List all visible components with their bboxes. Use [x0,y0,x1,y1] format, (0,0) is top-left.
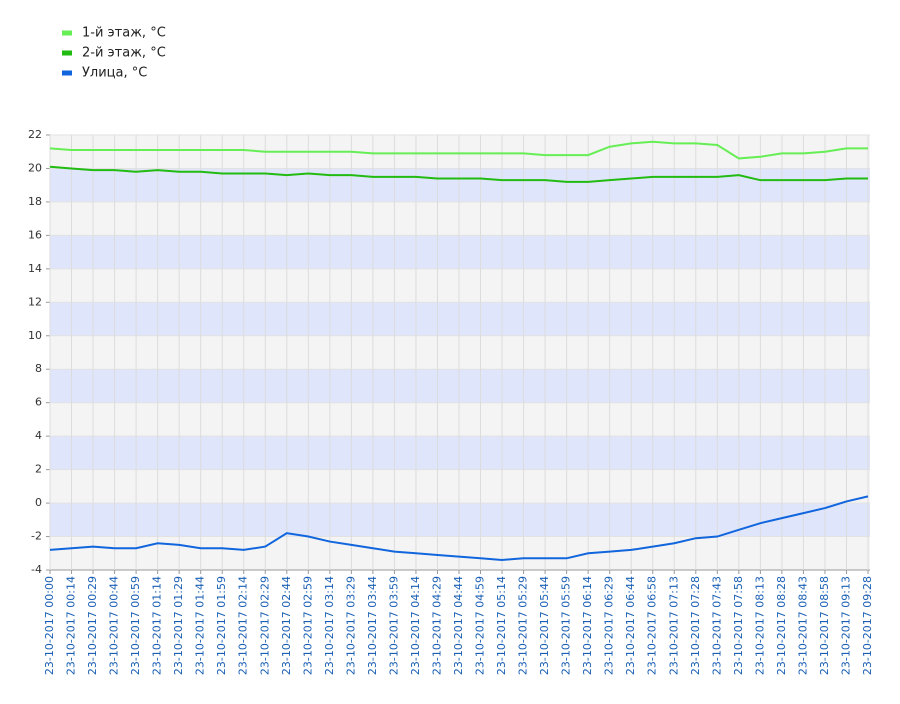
y-tick-label: -4 [31,563,42,576]
band [50,201,870,236]
x-tick-label: 23-10-2017 04:44 [452,576,465,675]
band [50,135,870,169]
band [50,168,870,202]
x-tick-label: 23-10-2017 00:00 [43,576,56,675]
x-tick-label: 23-10-2017 03:44 [366,576,379,675]
x-tick-label: 23-10-2017 07:28 [689,576,702,675]
y-tick-label: 14 [28,262,42,275]
x-tick-label: 23-10-2017 07:43 [710,576,723,675]
band [50,536,870,570]
y-tick-label: -2 [31,530,42,543]
y-tick-label: 2 [35,463,42,476]
x-tick-label: 23-10-2017 07:13 [667,576,680,675]
y-tick-label: 12 [28,295,42,308]
y-tick-label: 4 [35,429,42,442]
x-tick-label: 23-10-2017 04:29 [430,576,443,675]
legend-label: Улица, °C [82,66,147,81]
x-tick-label: 23-10-2017 02:59 [301,576,314,675]
legend-label: 2-й этаж, °C [82,46,166,61]
x-tick-label: 23-10-2017 08:58 [818,576,831,675]
x-tick-label: 23-10-2017 07:58 [732,576,745,675]
band [50,436,870,470]
x-tick-label: 23-10-2017 06:29 [603,576,616,675]
band [50,369,870,403]
band [50,335,870,370]
y-tick-label: 16 [28,228,42,241]
x-tick-label: 23-10-2017 01:44 [194,576,207,675]
y-tick-label: 10 [28,329,42,342]
band [50,235,870,269]
x-tick-label: 23-10-2017 06:44 [624,576,637,675]
x-tick-label: 23-10-2017 08:28 [775,576,788,675]
y-tick-label: 0 [35,496,42,509]
x-tick-label: 23-10-2017 01:29 [172,576,185,675]
x-tick-label: 23-10-2017 05:59 [560,576,573,675]
x-tick-label: 23-10-2017 02:14 [237,576,250,675]
x-tick-label: 23-10-2017 04:59 [474,576,487,675]
legend-label: 1-й этаж, °C [82,26,166,41]
series-line [49,495,869,561]
x-tick-label: 23-10-2017 00:44 [108,576,121,675]
x-tick-label: 23-10-2017 03:59 [387,576,400,675]
legend: 1-й этаж, °C 2-й этаж, °C Улица, °C [62,26,166,81]
y-tick-label: 8 [35,362,42,375]
x-tick-label: 23-10-2017 09:28 [861,576,874,675]
band [50,302,870,336]
x-tick-label: 23-10-2017 01:59 [215,576,228,675]
x-tick-label: 23-10-2017 02:44 [280,576,293,675]
x-tick-label: 23-10-2017 05:29 [517,576,530,675]
series-line [49,165,868,183]
x-tick-label: 23-10-2017 04:14 [409,576,422,675]
band [50,503,870,537]
x-tick-label: 23-10-2017 02:29 [258,576,271,675]
band [50,268,870,303]
x-tick-label: 23-10-2017 03:14 [323,576,336,675]
x-tick-label: 23-10-2017 06:14 [581,576,594,675]
y-tick-label: 22 [28,128,42,141]
band [50,469,870,504]
y-tick-label: 20 [28,161,42,174]
x-tick-label: 23-10-2017 05:44 [538,576,551,675]
x-tick-label: 23-10-2017 06:58 [646,576,659,675]
x-tick-label: 23-10-2017 00:59 [129,576,142,675]
x-tick-label: 23-10-2017 00:14 [65,576,78,675]
x-tick-label: 23-10-2017 08:43 [796,576,809,675]
y-tick-label: 6 [35,396,42,409]
x-tick-label: 23-10-2017 01:14 [151,576,164,675]
y-tick-label: 18 [28,195,42,208]
x-tick-label: 23-10-2017 03:29 [344,576,357,675]
legend-swatch [62,50,72,56]
legend-swatch [62,30,72,36]
x-tick-label: 23-10-2017 08:13 [753,576,766,675]
x-tick-label: 23-10-2017 00:29 [86,576,99,675]
band [50,402,870,437]
series-line [49,140,868,160]
x-tick-label: 23-10-2017 09:13 [839,576,852,675]
legend-swatch [62,70,72,76]
x-tick-label: 23-10-2017 05:14 [495,576,508,675]
